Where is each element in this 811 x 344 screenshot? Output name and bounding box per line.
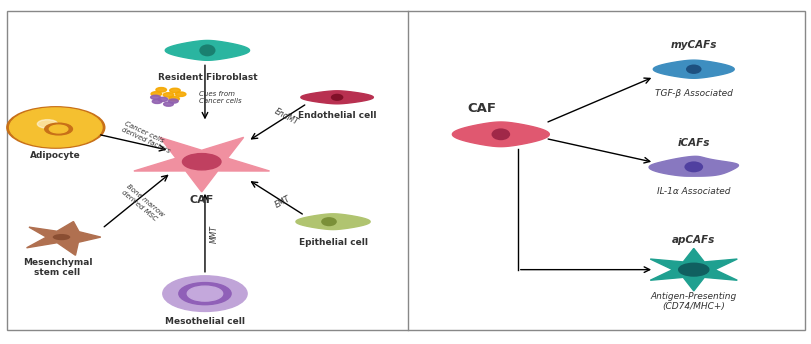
Circle shape: [158, 97, 168, 101]
Text: Resident Fibroblast: Resident Fibroblast: [157, 73, 257, 82]
Text: apCAFs: apCAFs: [672, 235, 714, 245]
Ellipse shape: [330, 94, 343, 101]
Circle shape: [678, 263, 708, 276]
Circle shape: [156, 87, 166, 92]
Ellipse shape: [685, 64, 701, 74]
Polygon shape: [452, 122, 548, 147]
Circle shape: [187, 286, 222, 301]
Polygon shape: [295, 214, 370, 229]
Text: Epithelial cell: Epithelial cell: [298, 238, 367, 247]
Text: Mesothelial cell: Mesothelial cell: [165, 317, 245, 326]
Text: Cancer cells
derived factors: Cancer cells derived factors: [121, 120, 174, 154]
Text: Bone marrow
derived MSC: Bone marrow derived MSC: [121, 183, 165, 224]
Polygon shape: [165, 41, 249, 60]
Polygon shape: [653, 60, 733, 78]
Circle shape: [169, 88, 180, 93]
Circle shape: [163, 93, 174, 97]
Text: Mesenchymal
stem cell: Mesenchymal stem cell: [23, 258, 92, 277]
Text: CAF: CAF: [189, 195, 213, 205]
Circle shape: [45, 123, 72, 135]
Circle shape: [169, 96, 179, 101]
Circle shape: [151, 92, 161, 96]
Text: iCAFs: iCAFs: [676, 138, 709, 148]
Text: EMT: EMT: [273, 194, 292, 209]
Text: CAF: CAF: [466, 102, 496, 115]
Text: TGF-β Associated: TGF-β Associated: [654, 89, 732, 98]
Circle shape: [169, 99, 178, 103]
Polygon shape: [301, 91, 373, 104]
Circle shape: [175, 92, 186, 96]
Circle shape: [182, 153, 221, 170]
Ellipse shape: [684, 161, 702, 172]
Polygon shape: [648, 156, 737, 176]
Circle shape: [37, 120, 58, 128]
Text: EndMT: EndMT: [272, 107, 299, 127]
Text: Endothelial cell: Endothelial cell: [298, 111, 375, 120]
Text: myCAFs: myCAFs: [670, 40, 716, 50]
Text: Antigen-Presenting
(CD74/MHC+): Antigen-Presenting (CD74/MHC+): [650, 292, 736, 311]
Polygon shape: [27, 222, 101, 255]
Polygon shape: [650, 248, 736, 291]
Circle shape: [164, 102, 173, 106]
Ellipse shape: [491, 128, 509, 140]
Circle shape: [10, 108, 102, 147]
Text: Cues from
Cancer cells: Cues from Cancer cells: [199, 91, 242, 104]
Circle shape: [152, 99, 162, 104]
Text: MMT: MMT: [209, 225, 218, 243]
Ellipse shape: [199, 44, 215, 56]
Polygon shape: [134, 137, 269, 192]
Circle shape: [178, 282, 231, 305]
Text: Adipocyte: Adipocyte: [30, 151, 81, 160]
Circle shape: [151, 95, 161, 99]
Circle shape: [163, 276, 247, 311]
Circle shape: [49, 125, 68, 133]
Text: IL-1α Associated: IL-1α Associated: [656, 187, 730, 196]
Circle shape: [6, 107, 105, 148]
Ellipse shape: [320, 217, 337, 226]
Ellipse shape: [53, 234, 71, 240]
